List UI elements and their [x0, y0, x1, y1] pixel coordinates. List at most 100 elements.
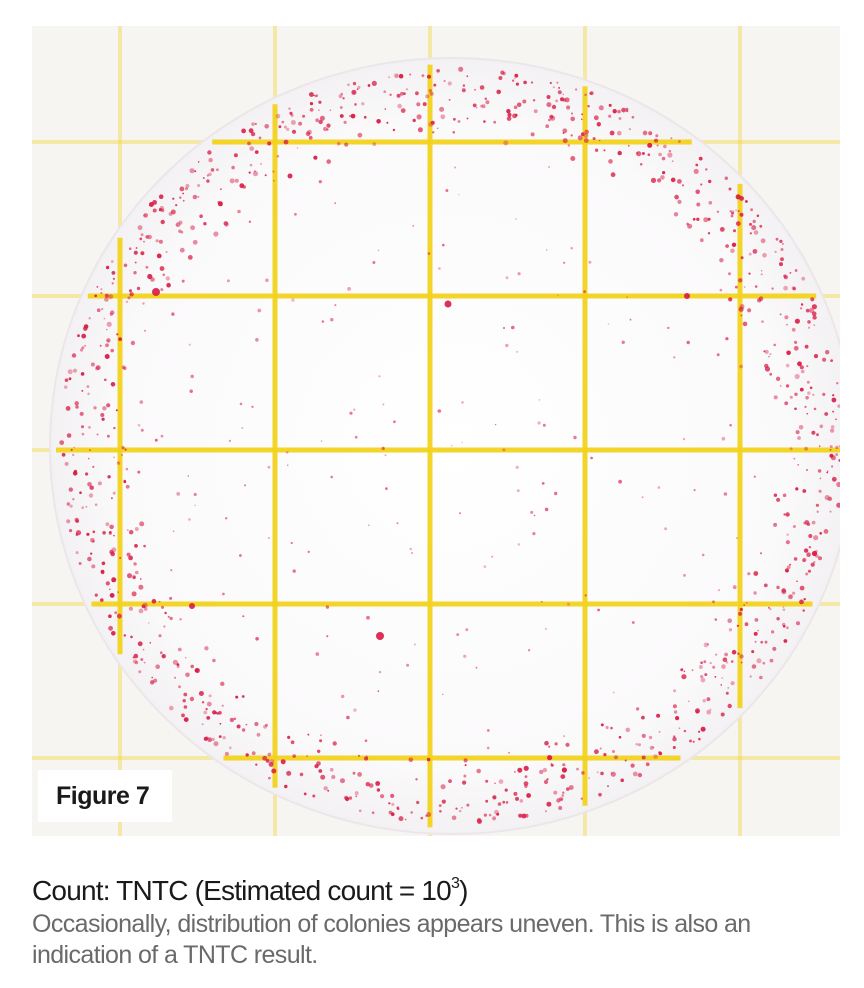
colony-dot [664, 527, 668, 531]
petrifilm-plate-photo [32, 26, 840, 836]
colony-dot [769, 353, 772, 356]
colony-dot [570, 116, 575, 122]
colony-dot [782, 625, 786, 628]
colony-dot [253, 170, 256, 173]
colony-dot [172, 197, 175, 200]
colony-dot [647, 153, 651, 156]
colony-dot [343, 120, 347, 124]
colony-dot [388, 76, 390, 79]
colony-dot [598, 139, 601, 142]
colony-dot [831, 397, 837, 403]
colony-dot [458, 193, 460, 196]
colony-dot [839, 444, 840, 448]
colony-dot [72, 498, 75, 501]
colony-dot [286, 127, 290, 131]
colony-dot [686, 340, 690, 345]
colony-dot [220, 681, 225, 686]
colony-dot [648, 131, 653, 136]
colony-dot [797, 436, 801, 440]
colony-dot [515, 82, 519, 86]
colony-dot [206, 174, 210, 177]
colony-dot [129, 530, 134, 535]
colony-dot [440, 114, 446, 120]
colony-dot [528, 649, 531, 652]
colony-dot [398, 816, 404, 822]
colony-dot [516, 489, 520, 492]
colony-dot [752, 249, 758, 254]
colony-dot [544, 507, 549, 512]
colony-dot [160, 651, 163, 654]
colony-dot [583, 138, 589, 143]
colony-dot [453, 117, 456, 121]
colony-dot [96, 286, 99, 288]
colony-dot [514, 73, 519, 78]
colony-dot [779, 313, 782, 316]
colony-dot [110, 551, 115, 557]
colony-dot [532, 99, 536, 102]
colony-dot [806, 380, 810, 384]
colony-dot [108, 294, 114, 299]
colony-dot [149, 642, 152, 644]
colony-dot [207, 150, 212, 155]
colony-dot [488, 813, 492, 817]
colony-dot [150, 277, 155, 282]
colony-dot [830, 455, 836, 461]
colony-dot [67, 369, 73, 375]
colony-dot [81, 333, 87, 339]
colony-dot [184, 656, 187, 659]
colony-dot [590, 456, 593, 460]
colony-dot [365, 782, 370, 787]
colony-dot [95, 365, 101, 371]
colony-dot [672, 737, 677, 742]
colony-dot [247, 141, 251, 146]
colony-dot [753, 631, 758, 636]
colony-dot [761, 320, 764, 323]
colony-dot [354, 435, 358, 439]
colony-dot [786, 565, 791, 570]
colony-dot [265, 759, 270, 763]
colony-dot [252, 171, 259, 177]
colony-dot [728, 628, 733, 632]
colony-dot [231, 165, 235, 170]
colony-dot [570, 247, 573, 250]
colony-dot [671, 160, 674, 162]
colony-dot [638, 743, 641, 747]
colony-dot [206, 701, 212, 707]
colony-dot [759, 224, 763, 228]
colony-dot [329, 767, 334, 772]
colony-dot [781, 622, 786, 627]
colony-dot [72, 471, 78, 476]
colony-dot [113, 456, 115, 459]
colony-dot [303, 792, 307, 796]
colony-dot [152, 208, 157, 213]
colony-dot [733, 229, 736, 233]
colony-dot [754, 285, 758, 288]
colony-dot [794, 340, 798, 344]
colony-dot [565, 742, 570, 747]
colony-dot [286, 770, 292, 776]
colony-dot [641, 733, 646, 739]
colony-dot [197, 183, 201, 188]
colony-dot [85, 472, 89, 476]
colony-dot [557, 90, 562, 95]
colony-dot [251, 405, 254, 408]
colony-dot [835, 418, 837, 421]
colony-dot [783, 513, 786, 516]
colony-dot [276, 154, 280, 158]
colony-dot [670, 177, 676, 183]
colony-dot [567, 144, 570, 147]
colony-dot [319, 115, 325, 121]
colony-dot [730, 248, 735, 254]
colony-dot [233, 153, 238, 158]
colony-dot [688, 700, 690, 703]
colony-dot [415, 91, 419, 96]
colony-dot [185, 187, 188, 191]
colony-dot [491, 555, 494, 558]
colony-dot [570, 134, 573, 137]
colony-dot [805, 395, 809, 400]
colony-dot [774, 250, 777, 253]
colony-dot [202, 177, 205, 179]
colony-dot [90, 552, 93, 555]
colony-dot [703, 217, 709, 223]
colony-dot [513, 791, 518, 796]
